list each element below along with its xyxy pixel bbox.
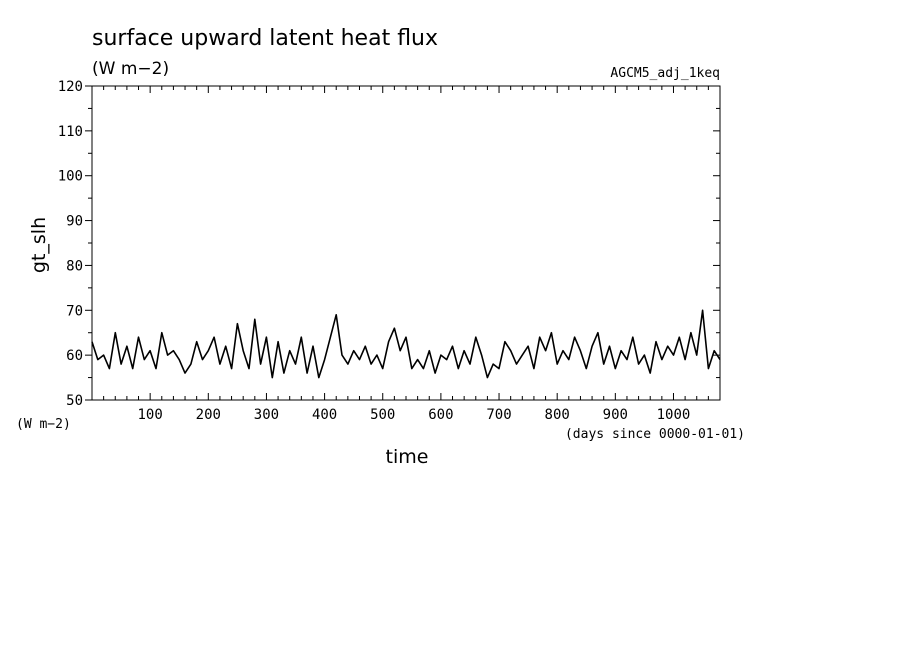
dataset-label: AGCM5_adj_1keq xyxy=(610,66,720,81)
y-axis-ticks: 50 60 70 80 90 100 110 120 xyxy=(58,79,720,409)
x-tick-label: 900 xyxy=(603,407,628,423)
y-tick-label: 60 xyxy=(66,348,83,364)
y-tick-label: 90 xyxy=(66,214,83,230)
y-axis-label: gt_slh xyxy=(28,217,50,273)
y-axis-units: (W m−2) xyxy=(16,417,71,432)
x-tick-label: 300 xyxy=(254,407,279,423)
x-tick-label: 200 xyxy=(196,407,221,423)
x-tick-label: 1000 xyxy=(657,407,691,423)
x-tick-label: 800 xyxy=(545,407,570,423)
x-axis-ticks: 100 200 300 400 500 600 700 800 900 1000 xyxy=(103,86,709,423)
x-tick-label: 100 xyxy=(137,407,162,423)
series-line xyxy=(91,309,721,379)
chart-subtitle: (W m−2) xyxy=(92,59,169,79)
y-tick-label: 50 xyxy=(66,393,83,409)
x-tick-label: 400 xyxy=(312,407,337,423)
x-axis-label: time xyxy=(386,446,429,468)
y-tick-label: 110 xyxy=(58,124,83,140)
x-tick-label: 500 xyxy=(370,407,395,423)
chart-title: surface upward latent heat flux xyxy=(92,26,438,51)
y-tick-label: 80 xyxy=(66,258,83,274)
x-tick-label: 700 xyxy=(486,407,511,423)
y-tick-label: 120 xyxy=(58,79,83,95)
y-tick-label: 70 xyxy=(66,303,83,319)
y-tick-label: 100 xyxy=(58,169,83,185)
plot-frame xyxy=(91,85,721,401)
x-axis-units: (days since 0000-01-01) xyxy=(565,427,745,442)
x-tick-label: 600 xyxy=(428,407,453,423)
